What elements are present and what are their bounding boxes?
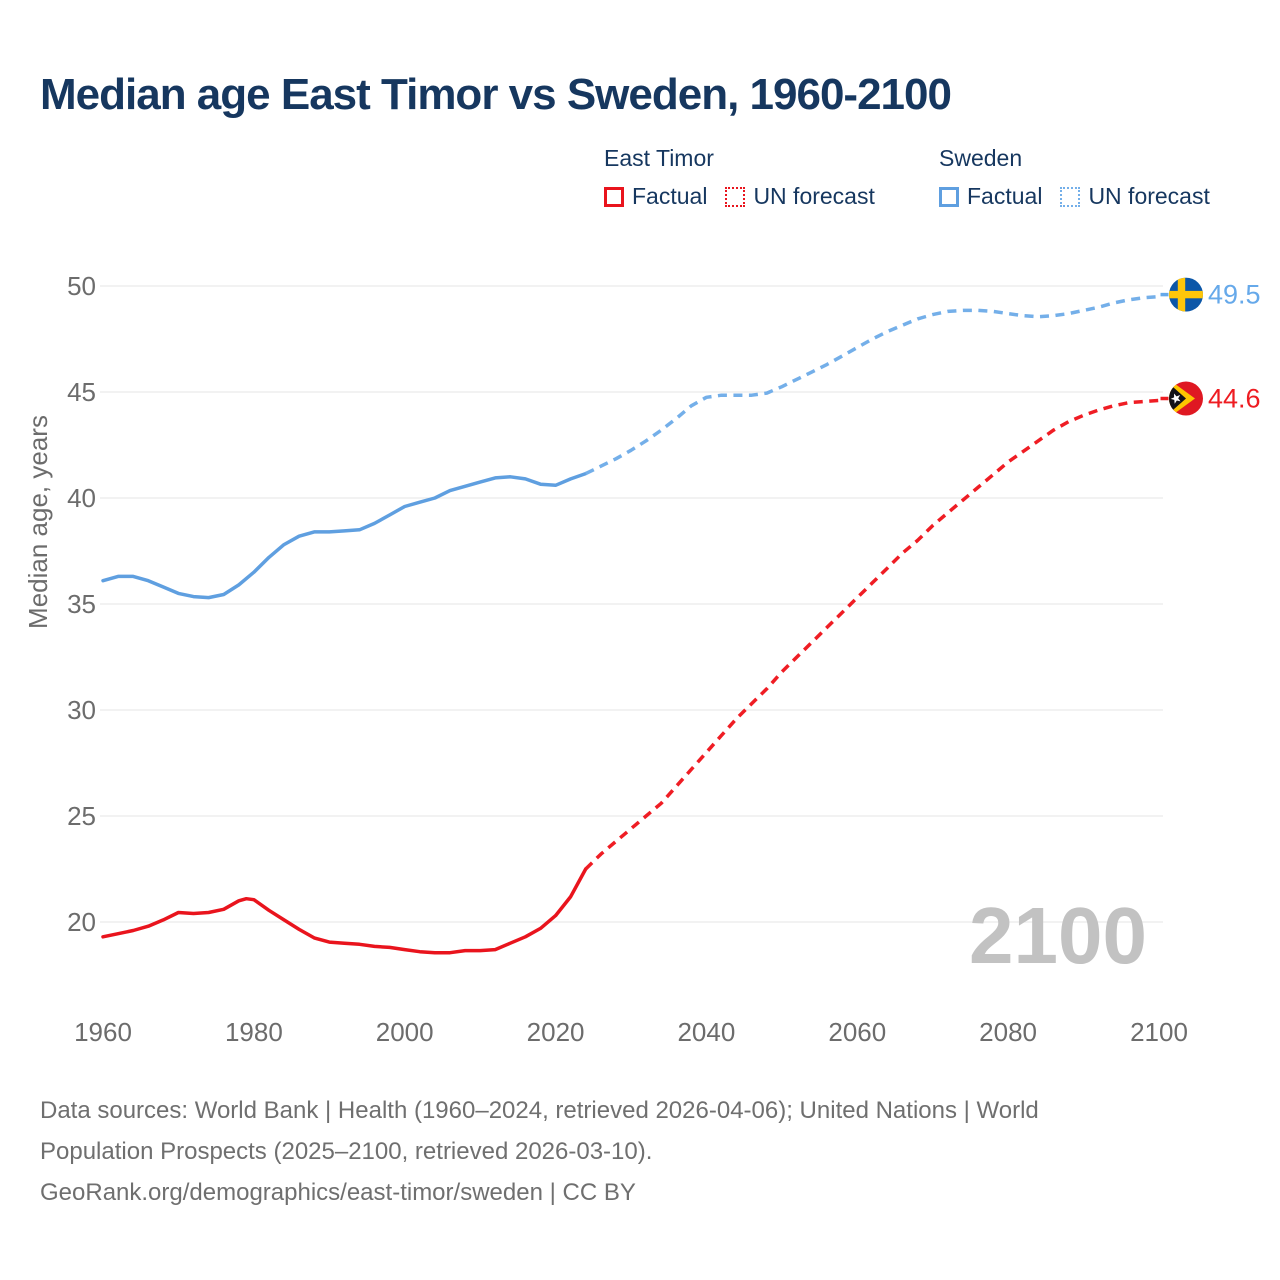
legend-swatch-sweden-forecast: [1060, 186, 1081, 207]
footer-line-2: Population Prospects (2025–2100, retriev…: [40, 1138, 653, 1165]
sweden-flag-cross-vertical: [1177, 277, 1186, 312]
y-tick-label: 45: [67, 377, 96, 407]
legend-swatch-sweden-factual: [939, 186, 959, 207]
east-timor-flag-star: [1170, 393, 1181, 404]
page-title: Median age East Timor vs Sweden, 1960-21…: [40, 70, 952, 119]
x-tick-label: 1980: [225, 1017, 283, 1047]
legend-swatch-east-timor-factual: [604, 186, 624, 207]
legend-group-east-timor: East Timor Factual UN forecast: [604, 145, 875, 210]
legend-group-sweden: Sweden Factual UN forecast: [939, 145, 1210, 210]
x-tick-label: 2020: [527, 1017, 585, 1047]
y-tick-label: 50: [67, 271, 96, 301]
x-tick-label: 2060: [828, 1017, 886, 1047]
footer-line-3: GeoRank.org/demographics/east-timor/swed…: [40, 1179, 636, 1206]
sweden-flag-cross-horizontal: [1169, 290, 1203, 299]
sweden-flag-icon: [1169, 277, 1203, 312]
y-tick-label: 35: [67, 589, 96, 619]
x-tick-label: 2080: [979, 1017, 1037, 1047]
legend-label-east-timor-forecast: UN forecast: [753, 183, 875, 209]
legend-group-label-east-timor: East Timor: [604, 145, 714, 171]
legend-row-east-timor: Factual UN forecast: [604, 183, 875, 210]
end-value-label-east-timor: 44.6: [1208, 384, 1261, 414]
legend-group-label-sweden: Sweden: [939, 145, 1023, 171]
legend-label-east-timor-factual: Factual: [632, 183, 708, 209]
y-tick-label: 40: [67, 483, 96, 513]
end-value-label-sweden: 49.5: [1208, 280, 1261, 310]
footer-sources: Data sources: World Bank | Health (1960–…: [40, 1090, 1039, 1213]
x-tick-label: 1960: [74, 1017, 132, 1047]
y-tick-label: 30: [67, 695, 96, 725]
legend-label-sweden-factual: Factual: [967, 183, 1043, 209]
watermark-year: 2100: [969, 891, 1147, 980]
series-line-sweden-un-forecast: [584, 294, 1160, 476]
footer-line-1: Data sources: World Bank | Health (1960–…: [40, 1097, 1039, 1124]
legend-swatch-east-timor-forecast: [725, 186, 746, 207]
y-tick-label: 25: [67, 801, 96, 831]
east-timor-flag-icon: [1169, 381, 1203, 416]
x-tick-label: 2000: [376, 1017, 434, 1047]
x-tick-label: 2100: [1130, 1017, 1188, 1047]
y-axis-title: Median age, years: [23, 415, 53, 629]
y-tick-label: 20: [67, 907, 96, 937]
series-line-east-timor-un-forecast: [584, 398, 1160, 871]
series-line-sweden-factual: [101, 471, 588, 600]
series-line-east-timor-factual: [101, 867, 588, 955]
legend-label-sweden-forecast: UN forecast: [1088, 183, 1210, 209]
legend-row-sweden: Factual UN forecast: [939, 183, 1210, 210]
x-tick-label: 2040: [677, 1017, 735, 1047]
